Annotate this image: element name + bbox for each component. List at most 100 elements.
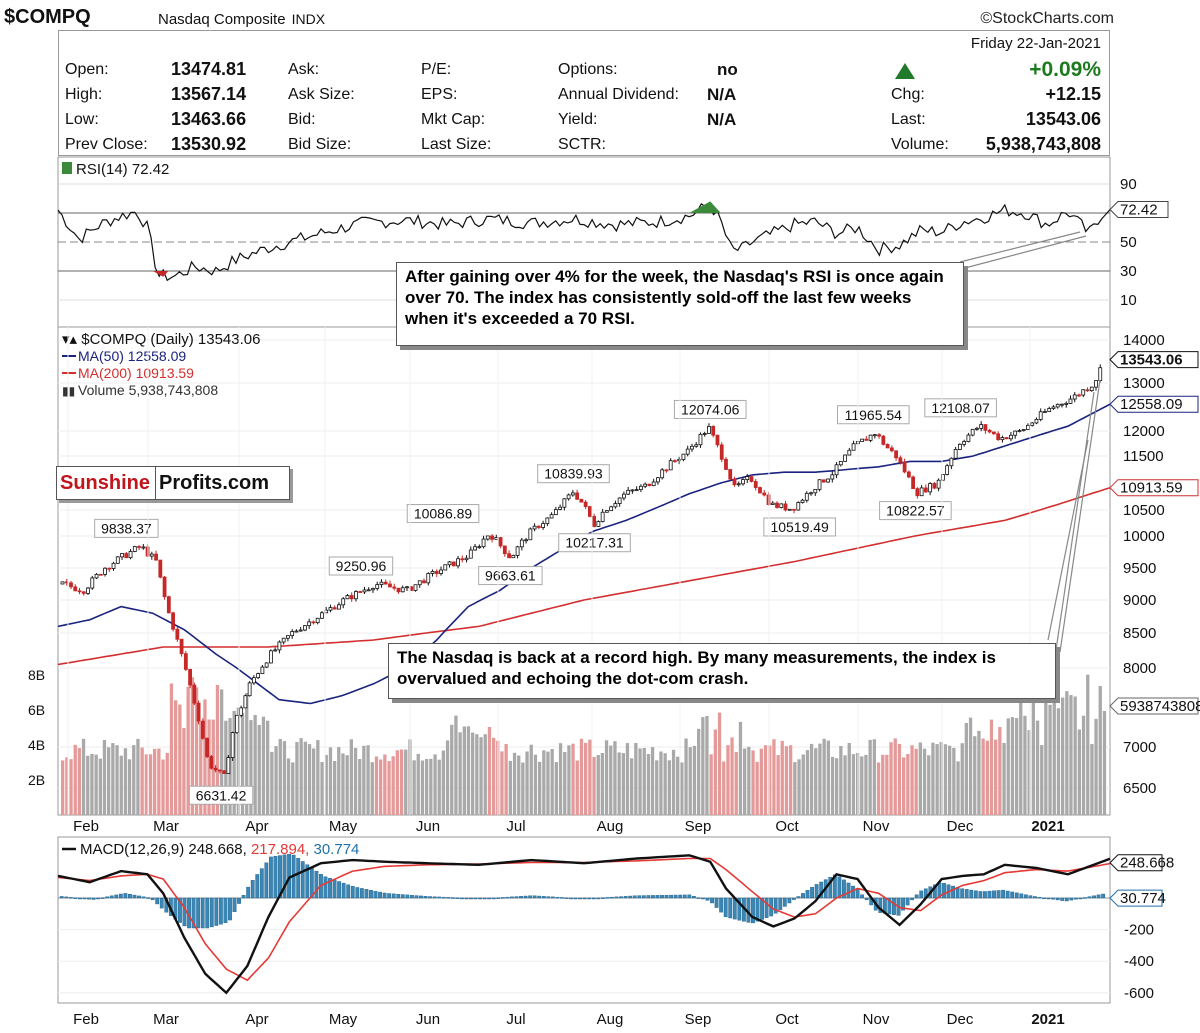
volume-bar — [73, 744, 77, 815]
volume-bar — [153, 748, 157, 815]
volume-bar — [349, 739, 353, 815]
macd-histogram-bar — [669, 894, 674, 899]
volume-bar — [81, 738, 86, 815]
macd-histogram-bar — [523, 895, 528, 899]
macd-month-label: 2021 — [1031, 1011, 1064, 1028]
volume-bar — [630, 758, 634, 815]
candle-body — [1047, 408, 1052, 412]
candle-body — [268, 650, 273, 664]
macd-histogram-bar — [305, 864, 310, 899]
macd-histogram-bar — [591, 897, 596, 900]
candle-body — [983, 424, 988, 431]
macd-histogram-bar — [237, 897, 241, 904]
candle-body — [1072, 394, 1077, 400]
candle-body — [830, 474, 835, 480]
volume-bar — [416, 753, 420, 815]
candle-body — [804, 492, 809, 501]
macd-histogram-bar — [1064, 897, 1069, 902]
price-annotation-box — [837, 405, 910, 425]
candle-body — [430, 570, 435, 574]
candle-body — [894, 450, 898, 459]
candle-body — [158, 559, 163, 578]
volume-bar — [943, 744, 948, 815]
volume-bar — [931, 742, 935, 815]
volume-bar — [843, 755, 847, 815]
rsi-tick-label: 50 — [1120, 234, 1137, 251]
candle-body — [570, 492, 575, 496]
macd-histogram-bar — [255, 874, 260, 899]
candle-body — [371, 588, 375, 591]
volume-bar — [98, 758, 102, 815]
ma200-line — [57, 486, 1111, 666]
volume-bar — [412, 760, 416, 815]
high-value: 13567.14 — [171, 84, 247, 104]
macd-histogram-bar — [555, 896, 560, 899]
volume-tick-label: 8B — [28, 667, 45, 683]
price-month-label: 2021 — [1031, 818, 1064, 835]
volume-bar — [320, 762, 324, 815]
volume-bar — [123, 748, 128, 815]
macd-histogram-bar — [196, 897, 201, 929]
volume-bar — [299, 738, 303, 815]
price-annotation-label: 9250.96 — [336, 558, 387, 574]
volume-bar — [709, 754, 713, 815]
candle-body — [647, 483, 652, 487]
source-credit[interactable]: ©StockCharts.com — [980, 10, 1114, 27]
volume-bar — [161, 759, 165, 815]
macd-histogram-bar — [983, 891, 987, 899]
macd-histogram-bar — [1014, 892, 1019, 899]
macd-histogram-bar — [328, 878, 332, 899]
price-pointer-line — [1047, 439, 1089, 641]
macd-histogram-bar — [314, 870, 319, 899]
candle-body — [1017, 430, 1022, 432]
volume-bar — [450, 724, 454, 815]
price-annotation-box — [537, 464, 610, 484]
candle-body — [434, 570, 439, 574]
candle-body — [490, 535, 494, 540]
macd-hist-last-tag — [1109, 889, 1163, 907]
candle-body — [485, 535, 490, 540]
candle-body — [311, 621, 316, 624]
candle-body — [660, 469, 665, 479]
candle-body — [868, 434, 873, 441]
macd-histogram-bar — [1078, 897, 1083, 900]
price-tick-label: 6500 — [1123, 780, 1156, 797]
macd-histogram-bar — [755, 897, 760, 922]
candle-body — [1060, 403, 1064, 406]
volume-bar — [1069, 695, 1073, 815]
macd-histogram-bar — [487, 897, 492, 900]
legend-entry: MA(50) 12558.09 — [78, 348, 186, 364]
ma50-last-tag-label: 12558.09 — [1120, 396, 1183, 413]
candle-body — [851, 443, 856, 451]
volume-last-tag — [1109, 697, 1199, 715]
macd-histogram-bar — [96, 897, 100, 900]
brand-part2: Profits.com — [159, 472, 270, 494]
candle-body — [677, 459, 682, 462]
price-month-label: May — [329, 818, 358, 835]
candle-body — [77, 590, 82, 593]
macd-histogram-bar — [714, 897, 719, 908]
macd-histogram-bar — [232, 897, 237, 913]
macd-histogram-bar — [409, 895, 414, 899]
volume-bar — [864, 754, 868, 815]
macd-histogram-bar — [1001, 889, 1006, 899]
macd-histogram-bar — [537, 895, 542, 899]
candle-body — [566, 494, 571, 500]
volume-bar — [333, 761, 337, 815]
volume-bar — [107, 747, 111, 815]
candle-body — [834, 464, 839, 476]
volume-bar — [86, 755, 90, 815]
macd-last-tag-label: 248.668 — [1120, 855, 1174, 872]
macd-histogram-bar — [600, 897, 605, 899]
candle-body — [366, 589, 371, 592]
candle-body — [1021, 429, 1026, 431]
volume-bar — [399, 749, 404, 815]
macd-histogram-bar — [573, 897, 578, 900]
macd-histogram-bar — [919, 890, 924, 899]
macd-histogram-bar — [128, 894, 132, 899]
candle-body — [745, 476, 750, 480]
macd-histogram-bar — [269, 856, 273, 899]
macd-histogram-bar — [91, 897, 96, 900]
candle-body — [936, 479, 941, 489]
price-month-label: Aug — [597, 818, 624, 835]
